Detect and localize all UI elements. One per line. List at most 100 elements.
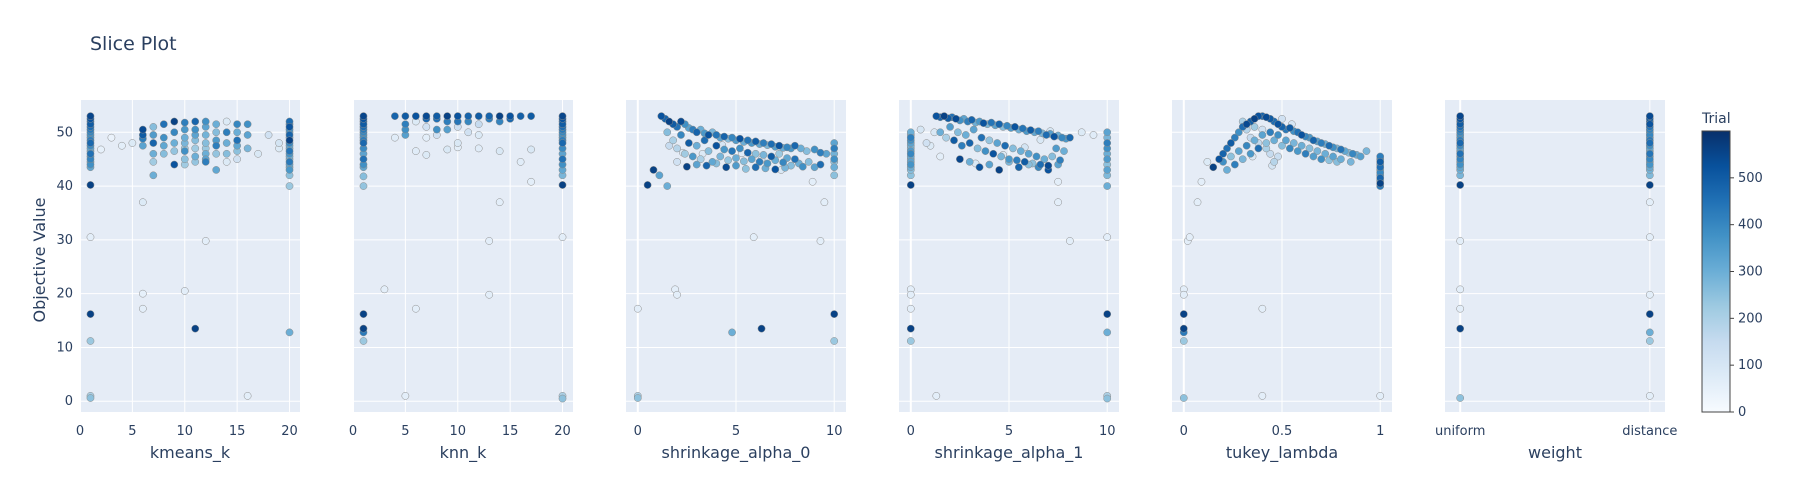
data-point — [954, 128, 962, 137]
data-point — [741, 165, 750, 173]
data-point — [1645, 233, 1654, 242]
y-tick-label: 0 — [65, 394, 73, 409]
x-tick-label: 10 — [1099, 424, 1116, 439]
data-point — [906, 337, 915, 345]
x-axis-title: kmeans_k — [150, 443, 231, 463]
data-point — [816, 160, 825, 169]
data-point — [922, 139, 931, 147]
data-point — [212, 141, 221, 150]
data-point — [1227, 139, 1235, 147]
data-point — [985, 136, 994, 145]
data-point — [677, 131, 685, 139]
x-tick-label: 0 — [1180, 424, 1188, 439]
plot-background — [353, 100, 573, 412]
data-point — [1266, 149, 1275, 158]
data-point — [732, 161, 740, 170]
data-point — [1645, 328, 1654, 337]
data-point — [1018, 124, 1027, 133]
data-point — [359, 155, 368, 164]
data-point — [728, 328, 736, 337]
data-point — [180, 147, 189, 155]
data-point — [464, 128, 473, 137]
data-point — [159, 141, 168, 150]
data-point — [736, 144, 744, 153]
data-point — [149, 158, 158, 166]
data-point — [170, 139, 179, 147]
data-point — [1305, 144, 1314, 153]
data-point — [485, 237, 494, 245]
data-point — [1456, 112, 1465, 120]
colorbar-tick-label: 400 — [1738, 218, 1763, 233]
data-point — [495, 147, 504, 155]
data-point — [906, 181, 915, 189]
data-point — [779, 158, 787, 167]
data-point — [159, 133, 168, 142]
data-point — [791, 155, 799, 164]
data-point — [633, 394, 642, 402]
data-point — [1258, 131, 1267, 139]
data-point — [1066, 133, 1074, 142]
data-point — [736, 134, 744, 143]
data-point — [453, 112, 462, 120]
data-point — [139, 289, 147, 298]
data-point — [1645, 290, 1654, 299]
data-point — [285, 166, 294, 174]
data-point — [1203, 158, 1212, 166]
data-point — [751, 163, 760, 172]
data-point — [359, 172, 368, 181]
data-point — [830, 337, 839, 345]
data-point — [1223, 166, 1231, 174]
colorbar-tick-label: 300 — [1738, 265, 1763, 280]
data-point — [474, 131, 483, 139]
data-point — [1297, 131, 1306, 139]
data-point — [1215, 155, 1223, 164]
data-point — [558, 155, 567, 164]
data-point — [1250, 114, 1259, 123]
data-point — [149, 171, 158, 180]
data-point — [201, 237, 210, 245]
data-point — [139, 141, 147, 150]
data-point — [222, 158, 231, 166]
data-point — [264, 131, 273, 139]
data-point — [527, 177, 535, 186]
y-tick-label: 40 — [56, 179, 73, 194]
data-point — [965, 139, 974, 147]
colorbar-tick-label: 0 — [1738, 405, 1746, 420]
data-point — [516, 158, 525, 166]
data-point — [712, 131, 721, 139]
data-point — [485, 290, 494, 299]
x-axis-title: shrinkage_alpha_1 — [935, 443, 1084, 463]
data-point — [1011, 123, 1019, 131]
x-tick-label: 10 — [449, 424, 466, 439]
data-point — [254, 149, 262, 158]
data-point — [1317, 155, 1326, 164]
data-point — [702, 161, 711, 170]
data-point — [139, 304, 147, 313]
data-point — [740, 157, 748, 166]
data-point — [771, 165, 780, 174]
data-point — [1258, 392, 1267, 400]
data-point — [732, 154, 740, 162]
data-point — [212, 166, 221, 174]
data-point — [755, 158, 764, 166]
data-point — [191, 324, 200, 333]
data-point — [1179, 290, 1188, 299]
x-tick-label: 0.5 — [1272, 424, 1293, 439]
data-point — [1056, 156, 1064, 165]
data-point — [643, 181, 652, 189]
data-point — [443, 145, 452, 154]
data-point — [696, 155, 705, 164]
data-point — [1009, 144, 1017, 153]
data-point — [663, 128, 672, 137]
data-point — [1362, 147, 1371, 155]
data-point — [1645, 120, 1654, 129]
y-tick-label: 20 — [56, 287, 73, 302]
data-point — [139, 125, 147, 134]
data-point — [191, 152, 200, 161]
data-point — [527, 112, 535, 120]
panel-tukey_lambda: 0 0.5 1 tukey_lambda — [1172, 100, 1392, 463]
data-point — [453, 139, 462, 147]
data-point — [1266, 128, 1275, 137]
data-point — [159, 120, 168, 129]
data-point — [906, 133, 915, 142]
